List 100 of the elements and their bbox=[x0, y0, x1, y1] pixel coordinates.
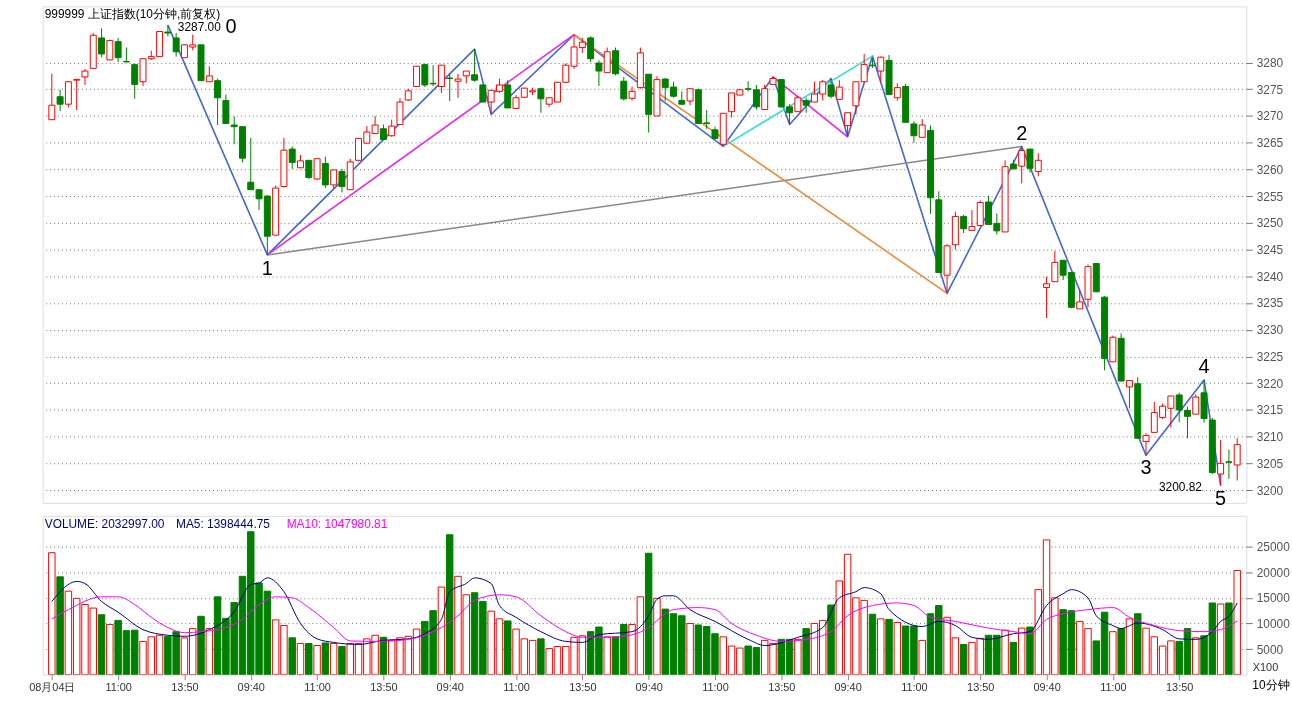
bar bbox=[603, 636, 611, 675]
candlestick bbox=[1125, 380, 1133, 409]
candlestick bbox=[114, 37, 122, 63]
x-tick-label: 13:50 bbox=[1166, 681, 1194, 694]
y-tick-label: 3220 bbox=[1256, 376, 1284, 391]
x-tick-label: 11:00 bbox=[1100, 681, 1127, 694]
candlestick bbox=[827, 78, 835, 99]
y-tick-label: 3210 bbox=[1256, 430, 1284, 445]
x-tick-label: 09:40 bbox=[834, 681, 862, 694]
bar bbox=[1225, 602, 1233, 675]
candlestick bbox=[844, 112, 852, 138]
annotation: 5 bbox=[1215, 486, 1227, 509]
bar bbox=[1125, 618, 1134, 675]
bar bbox=[827, 604, 835, 675]
x-tick-label: 11:00 bbox=[304, 681, 331, 694]
candlestick bbox=[587, 35, 595, 63]
y-tick-label: 3275 bbox=[1256, 82, 1284, 97]
candlestick bbox=[81, 68, 89, 86]
x-tick-label: 13:50 bbox=[370, 681, 398, 694]
x-tick-label: 09:40 bbox=[635, 681, 663, 694]
chart-title: VOLUME: 2032997.00 bbox=[44, 516, 165, 531]
y-tick-label: 3245 bbox=[1256, 243, 1284, 258]
x-tick-label: 11:00 bbox=[105, 681, 132, 694]
bar bbox=[1233, 570, 1241, 675]
bar bbox=[288, 637, 296, 675]
bar bbox=[106, 623, 114, 675]
x-tick-label: 13:50 bbox=[768, 681, 796, 694]
y-tick-label: 3255 bbox=[1256, 189, 1284, 204]
bar bbox=[445, 534, 454, 675]
candlestick bbox=[131, 63, 139, 100]
y-tick-label: 3205 bbox=[1256, 456, 1284, 471]
candlestick bbox=[1026, 148, 1034, 174]
line-series bbox=[51, 577, 1238, 647]
bar bbox=[1017, 627, 1026, 675]
candlestick bbox=[603, 47, 611, 74]
candlestick bbox=[1051, 250, 1059, 283]
y-tick-label: 3215 bbox=[1256, 403, 1284, 418]
y-axis-title: X100 bbox=[1252, 661, 1279, 674]
candlestick bbox=[64, 80, 72, 108]
y-tick-label: 3235 bbox=[1256, 296, 1284, 311]
candlestick bbox=[98, 27, 106, 58]
candlestick bbox=[910, 120, 918, 144]
bar bbox=[338, 646, 346, 675]
candlestick bbox=[288, 145, 296, 170]
bar bbox=[885, 618, 893, 675]
bar bbox=[653, 597, 661, 675]
candlestick bbox=[446, 73, 454, 102]
bar bbox=[1001, 629, 1009, 675]
x-tick-label: 13:50 bbox=[569, 681, 597, 694]
bar bbox=[56, 576, 64, 675]
candlestick bbox=[537, 87, 545, 114]
bar bbox=[1109, 631, 1117, 675]
candlestick bbox=[1142, 432, 1150, 456]
bar bbox=[868, 613, 877, 675]
x-tick-label: 11:00 bbox=[901, 681, 928, 694]
text: MA5: 1398444.75 bbox=[175, 516, 271, 531]
candlestick bbox=[960, 214, 968, 234]
y-tick-label: 20000 bbox=[1256, 565, 1291, 580]
bar bbox=[48, 552, 56, 675]
chart-title: 999999 上证指数(10分钟,前复权) bbox=[44, 7, 221, 22]
x-tick-label: 13:50 bbox=[967, 681, 995, 694]
bar bbox=[305, 642, 313, 675]
text: MA10: 1047980.81 bbox=[286, 516, 388, 531]
candlestick bbox=[918, 118, 926, 138]
y-tick-label: 3230 bbox=[1256, 323, 1284, 338]
candlestick bbox=[1018, 145, 1026, 184]
annotation: 0 bbox=[225, 15, 237, 38]
y-tick-label: 3250 bbox=[1256, 216, 1284, 231]
candlestick bbox=[976, 199, 984, 227]
candlestick bbox=[471, 48, 479, 83]
annotation: 3200.82 bbox=[1158, 480, 1203, 494]
candlestick bbox=[761, 84, 769, 111]
y-tick-label: 3200 bbox=[1256, 483, 1284, 498]
y-tick-label: 3270 bbox=[1256, 109, 1284, 124]
x-tick-label: 09:40 bbox=[1033, 681, 1061, 694]
candlestick bbox=[595, 59, 603, 87]
x-tick-label: 09:40 bbox=[237, 681, 265, 694]
candlestick bbox=[338, 168, 346, 193]
y-tick-label: 5000 bbox=[1256, 642, 1284, 657]
candlestick bbox=[1233, 437, 1241, 481]
x-tick-label: 11:00 bbox=[503, 681, 530, 694]
bar bbox=[893, 621, 902, 675]
annotation: 3 bbox=[1140, 456, 1152, 479]
candlestick bbox=[222, 94, 230, 125]
bar bbox=[205, 628, 214, 675]
bar bbox=[197, 615, 205, 675]
bar bbox=[537, 638, 545, 675]
bar bbox=[802, 628, 810, 675]
candlestick bbox=[835, 79, 843, 100]
candlestick bbox=[877, 56, 885, 83]
line-series bbox=[51, 594, 1238, 642]
y-tick-label: 25000 bbox=[1256, 540, 1291, 555]
annotation: 4 bbox=[1198, 355, 1210, 378]
bar bbox=[644, 552, 653, 675]
candlestick bbox=[396, 97, 404, 125]
annotation: 3287.00 bbox=[177, 20, 222, 35]
candlestick bbox=[214, 78, 222, 126]
x-tick-label: 11:00 bbox=[702, 681, 729, 694]
bar bbox=[1192, 637, 1200, 675]
x-tick-label: 08月04日 bbox=[29, 681, 76, 694]
